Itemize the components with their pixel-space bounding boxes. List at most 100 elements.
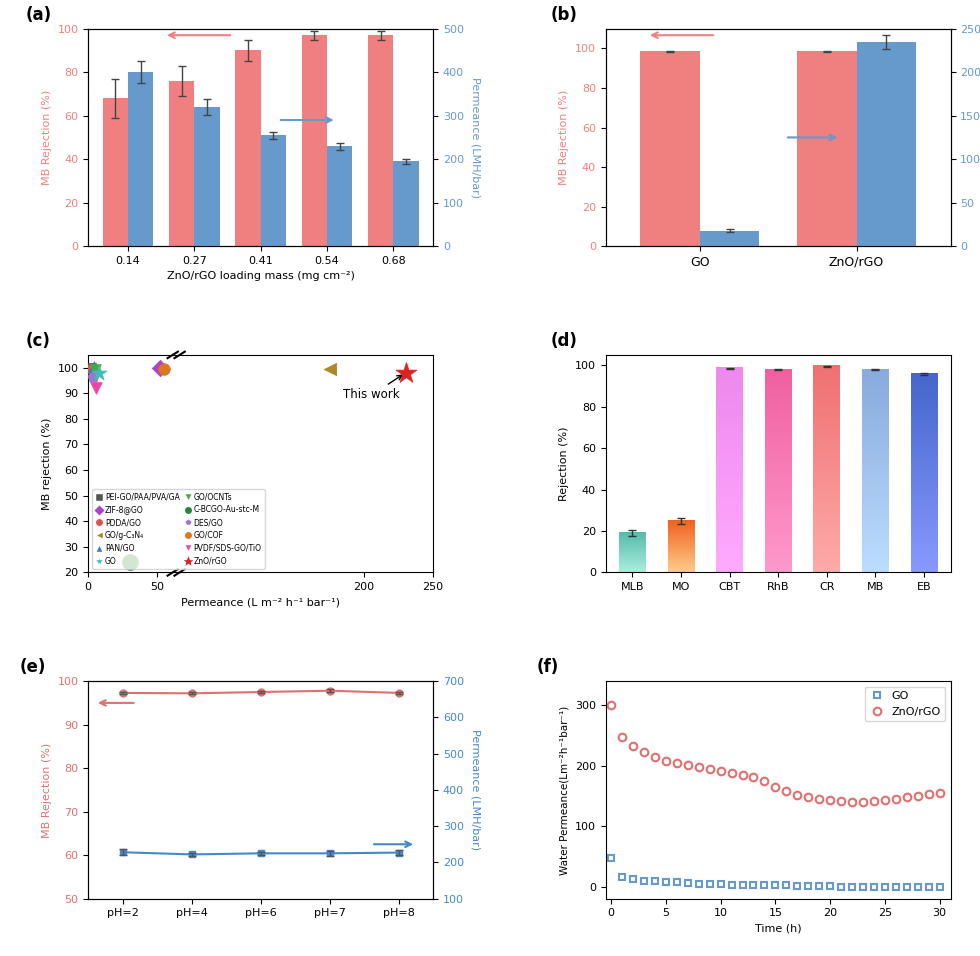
ZnO/rGO	[835, 795, 847, 807]
ZnO/rGO	[824, 794, 836, 806]
ZnO/rGO	[890, 793, 902, 805]
Bar	[302, 35, 327, 247]
Y-axis label: Rejection (%): Rejection (%)	[560, 426, 569, 501]
GO	[660, 876, 671, 887]
ZnO/rGO	[693, 761, 705, 772]
ZnO/rGO	[660, 755, 671, 767]
GO	[682, 878, 694, 889]
Point	[88, 380, 104, 396]
GO	[879, 880, 891, 892]
GO	[759, 880, 770, 891]
GO	[792, 880, 804, 892]
Y-axis label: Permeance (LMH/bar): Permeance (LMH/bar)	[470, 76, 480, 198]
Point	[85, 369, 101, 384]
GO	[901, 880, 912, 892]
ZnO/rGO	[726, 768, 738, 779]
ZnO/rGO	[748, 771, 760, 782]
ZnO/rGO	[649, 751, 661, 763]
Y-axis label: Permeance (LMH/bar): Permeance (LMH/bar)	[470, 729, 480, 851]
Bar	[797, 52, 857, 247]
Y-axis label: MB rejection (%): MB rejection (%)	[42, 418, 52, 510]
Text: (d): (d)	[551, 333, 577, 350]
Text: (b): (b)	[551, 6, 577, 24]
ZnO/rGO	[846, 796, 858, 808]
GO	[813, 880, 825, 892]
X-axis label: ZnO/rGO loading mass (mg cm⁻²): ZnO/rGO loading mass (mg cm⁻²)	[167, 272, 355, 281]
X-axis label: Time (h): Time (h)	[755, 923, 802, 934]
ZnO/rGO	[934, 787, 946, 798]
GO	[627, 874, 639, 885]
Point	[83, 360, 99, 376]
Text: (e): (e)	[20, 659, 46, 677]
Legend: GO, ZnO/rGO: GO, ZnO/rGO	[864, 686, 945, 721]
Line: GO: GO	[608, 855, 943, 891]
Bar	[235, 51, 261, 247]
Text: (f): (f)	[537, 659, 559, 677]
ZnO/rGO	[616, 731, 628, 743]
Bar	[327, 146, 352, 247]
GO	[737, 879, 749, 890]
Bar	[261, 135, 286, 247]
GO	[911, 880, 923, 892]
ZnO/rGO	[737, 769, 749, 780]
Point	[91, 365, 107, 380]
GO	[934, 881, 946, 893]
Point	[398, 365, 414, 380]
GO	[923, 881, 935, 893]
Point	[86, 359, 102, 375]
GO	[726, 879, 738, 890]
Text: (a): (a)	[26, 6, 52, 24]
Bar	[128, 73, 153, 247]
GO	[858, 880, 869, 892]
ZnO/rGO	[638, 747, 650, 758]
GO	[671, 877, 683, 888]
GO	[846, 880, 858, 892]
ZnO/rGO	[714, 765, 726, 776]
GO	[616, 872, 628, 883]
Bar	[393, 162, 418, 247]
Line: ZnO/rGO: ZnO/rGO	[608, 702, 944, 806]
GO	[824, 880, 836, 892]
ZnO/rGO	[780, 786, 792, 797]
X-axis label: Permeance (L m⁻² h⁻¹ bar⁻¹): Permeance (L m⁻² h⁻¹ bar⁻¹)	[181, 598, 340, 608]
Y-axis label: MB Rejection (%): MB Rejection (%)	[560, 90, 569, 185]
ZnO/rGO	[682, 759, 694, 771]
Y-axis label: Water Permeance(Lm⁻²h⁻¹bar⁻¹): Water Permeance(Lm⁻²h⁻¹bar⁻¹)	[560, 706, 569, 875]
GO	[714, 879, 726, 890]
Text: (c): (c)	[26, 333, 51, 350]
Bar	[640, 52, 700, 247]
GO	[704, 879, 715, 890]
ZnO/rGO	[868, 795, 880, 807]
GO	[748, 880, 760, 891]
ZnO/rGO	[769, 781, 781, 793]
Bar	[103, 98, 128, 247]
GO	[769, 880, 781, 891]
Bar	[857, 42, 916, 247]
Point	[122, 554, 137, 570]
Bar	[368, 35, 393, 247]
Point	[87, 362, 103, 378]
Point	[84, 361, 100, 377]
GO	[638, 875, 650, 886]
ZnO/rGO	[671, 757, 683, 769]
Y-axis label: MB Rejection (%): MB Rejection (%)	[42, 742, 52, 837]
ZnO/rGO	[923, 789, 935, 800]
ZnO/rGO	[627, 741, 639, 752]
GO	[693, 878, 705, 889]
GO	[606, 853, 617, 864]
Bar	[194, 107, 220, 247]
Point	[152, 360, 168, 376]
GO	[835, 880, 847, 892]
ZnO/rGO	[759, 775, 770, 787]
Bar	[700, 230, 760, 247]
ZnO/rGO	[911, 791, 923, 802]
ZnO/rGO	[792, 789, 804, 800]
GO	[780, 880, 792, 891]
Point	[321, 361, 337, 377]
Text: This work: This work	[343, 375, 402, 402]
ZnO/rGO	[879, 794, 891, 806]
ZnO/rGO	[606, 700, 617, 711]
GO	[890, 880, 902, 892]
Legend: PEI-GO/PAA/PVA/GA, ZIF-8@GO, PDDA/GO, GO/g-C₃N₄, PAN/GO, GO, GO/OCNTs, C-BCGO-Au: PEI-GO/PAA/PVA/GA, ZIF-8@GO, PDDA/GO, GO…	[92, 489, 265, 569]
ZnO/rGO	[704, 763, 715, 774]
